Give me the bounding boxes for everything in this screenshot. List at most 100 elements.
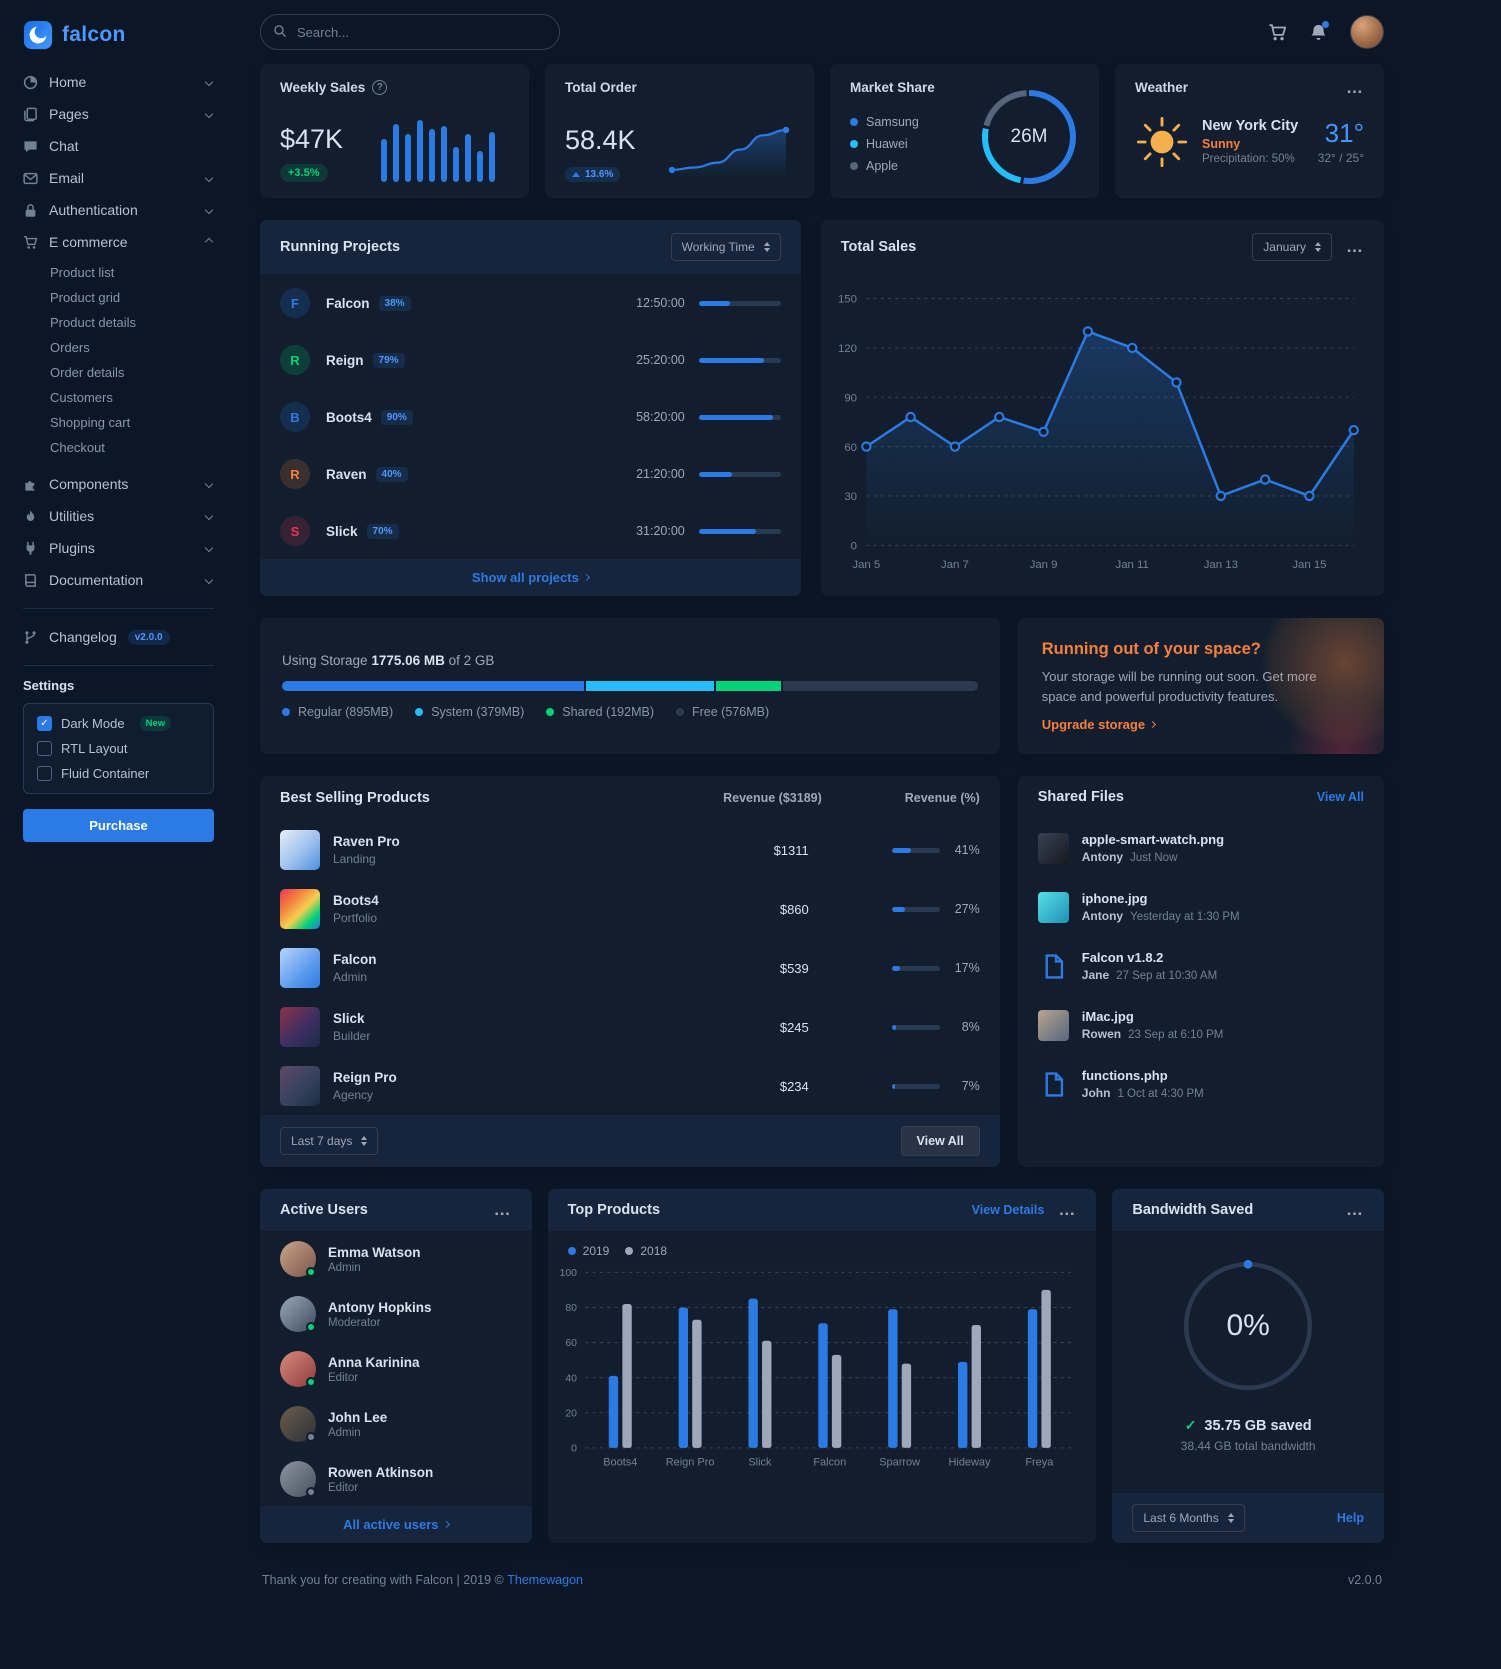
- help-icon[interactable]: ?: [372, 80, 388, 95]
- revenue-column-header: Revenue ($3189): [723, 791, 822, 805]
- best-selling-list: Raven Pro Landing $1311 41% Boots4 Portfolio $…: [260, 820, 1000, 1115]
- notifications-bell-icon[interactable]: [1309, 20, 1329, 42]
- avatar: [280, 1241, 316, 1277]
- sidebar-item-chat[interactable]: Chat: [23, 130, 214, 162]
- weekly-sales-title: Weekly Sales: [280, 80, 366, 95]
- all-active-users-link[interactable]: All active users: [343, 1517, 450, 1532]
- file-owner: Rowen: [1081, 1027, 1122, 1041]
- avatar: [280, 1351, 316, 1387]
- themewagon-link[interactable]: Themewagon: [507, 1573, 583, 1587]
- setting-fluid-container[interactable]: Fluid Container: [37, 766, 200, 781]
- brand-logo[interactable]: falcon: [23, 12, 214, 66]
- caret-up-icon: [572, 172, 580, 177]
- file-name[interactable]: iMac.jpg: [1081, 1009, 1134, 1024]
- search-input[interactable]: [260, 14, 560, 50]
- top-products-title: Top Products: [567, 1202, 661, 1218]
- sidebar-item-documentation[interactable]: Documentation: [23, 564, 214, 596]
- sidebar: falcon Home Pages Chat Email Authentication E…: [0, 0, 237, 872]
- sidebar-item-email[interactable]: Email: [23, 162, 214, 194]
- card-menu-icon[interactable]: …: [493, 1200, 512, 1219]
- user-name[interactable]: Rowen Atkinson: [328, 1464, 434, 1480]
- user-name[interactable]: Emma Watson: [328, 1244, 421, 1260]
- sidebar-subitem-checkout[interactable]: Checkout: [50, 440, 105, 455]
- purchase-button[interactable]: Purchase: [23, 809, 214, 842]
- sidebar-item-components[interactable]: Components: [23, 468, 214, 500]
- sidebar-subitem-customers[interactable]: Customers: [50, 390, 113, 405]
- file-name[interactable]: Falcon v1.8.2: [1081, 950, 1164, 965]
- weekly-sales-value: $47K: [280, 124, 344, 154]
- setting-dark-mode[interactable]: ✓ Dark Mode New: [37, 716, 200, 731]
- file-name[interactable]: apple-smart-watch.png: [1081, 832, 1225, 847]
- view-details-link[interactable]: View Details: [971, 1203, 1045, 1217]
- last-7-days-select[interactable]: Last 7 days: [280, 1127, 379, 1155]
- checkbox-dark-mode[interactable]: ✓: [37, 716, 52, 731]
- user-name[interactable]: John Lee: [328, 1409, 388, 1425]
- upgrade-storage-link[interactable]: Upgrade storage: [1042, 717, 1360, 732]
- chat-icon: [23, 139, 38, 154]
- setting-rtl-layout[interactable]: RTL Layout: [37, 741, 200, 756]
- storage-legend: Regular (895MB) System (379MB) Shared (192…: [282, 705, 978, 719]
- weather-card: Weather … New York City: [1115, 64, 1384, 198]
- file-owner: Jane: [1081, 968, 1110, 982]
- lock-icon: [23, 203, 38, 218]
- show-all-projects-link[interactable]: Show all projects: [472, 570, 590, 585]
- sidebar-item-changelog[interactable]: Changelog v2.0.0: [23, 621, 214, 653]
- user-role: Admin: [328, 1261, 361, 1274]
- file-name[interactable]: iphone.jpg: [1081, 891, 1148, 906]
- sidebar-subitem-order-details[interactable]: Order details: [50, 365, 125, 380]
- product-thumbnail: [280, 1007, 320, 1047]
- sidebar-subitem-product-list[interactable]: Product list: [50, 265, 115, 280]
- user-name[interactable]: Anna Karinina: [328, 1354, 420, 1370]
- search-box[interactable]: [260, 14, 560, 50]
- chevron-right-icon: [442, 1520, 450, 1529]
- sidebar-item-plugins[interactable]: Plugins: [23, 532, 214, 564]
- bottom-row: Active Users … Emma Watson Admin Antony Ho…: [260, 1189, 1384, 1543]
- sidebar-item-home[interactable]: Home: [23, 66, 214, 98]
- space-banner-title: Running out of your space?: [1041, 640, 1261, 658]
- svg-text:Jan 7: Jan 7: [941, 559, 969, 571]
- sidebar-subitem-product-details[interactable]: Product details: [50, 315, 136, 330]
- active-users-card: Active Users … Emma Watson Admin Antony Ho…: [260, 1189, 532, 1543]
- active-users-title: Active Users: [280, 1202, 368, 1218]
- sidebar-subitem-shopping-cart[interactable]: Shopping cart: [50, 415, 131, 430]
- file-name[interactable]: functions.php: [1081, 1068, 1168, 1083]
- product-thumbnail: [280, 830, 320, 870]
- storage-total: of 2 GB: [448, 653, 495, 668]
- sidebar-subitem-product-grid[interactable]: Product grid: [50, 290, 121, 305]
- month-select[interactable]: January: [1252, 233, 1332, 261]
- product-percent-bar: [891, 965, 940, 971]
- user-avatar[interactable]: [1350, 15, 1384, 49]
- last-6-months-select[interactable]: Last 6 Months: [1132, 1504, 1245, 1532]
- svg-text:80: 80: [565, 1303, 577, 1314]
- svg-text:100: 100: [559, 1268, 577, 1279]
- file-thumbnail: [1037, 891, 1069, 923]
- product-percent: 41%: [954, 843, 980, 857]
- card-menu-icon[interactable]: …: [1346, 237, 1364, 256]
- legend-item-2018[interactable]: 2018: [625, 1244, 667, 1258]
- sidebar-item-pages[interactable]: Pages: [23, 98, 214, 130]
- working-time-select[interactable]: Working Time: [670, 233, 781, 261]
- card-menu-icon[interactable]: …: [1058, 1200, 1077, 1219]
- legend-item-2019[interactable]: 2019: [567, 1244, 609, 1258]
- help-link[interactable]: Help: [1336, 1511, 1364, 1525]
- project-name: Falcon: [326, 295, 370, 311]
- svg-text:20: 20: [565, 1408, 577, 1419]
- legend-dot: [415, 708, 424, 716]
- card-menu-icon[interactable]: …: [1345, 1200, 1364, 1219]
- file-thumbnail: [1037, 1009, 1069, 1041]
- sidebar-item-utilities[interactable]: Utilities: [23, 500, 214, 532]
- card-menu-icon[interactable]: …: [1346, 77, 1364, 97]
- view-all-button[interactable]: View All: [900, 1126, 980, 1156]
- user-name[interactable]: Antony Hopkins: [328, 1299, 432, 1315]
- shared-files-view-all-link[interactable]: View All: [1316, 790, 1364, 804]
- sidebar-item-authentication[interactable]: Authentication: [23, 194, 214, 226]
- fire-icon: [23, 509, 38, 524]
- shopping-cart-icon[interactable]: [1268, 23, 1287, 42]
- project-percent-badge: 90%: [380, 409, 413, 425]
- sidebar-subitem-orders[interactable]: Orders: [50, 340, 90, 355]
- checkbox-rtl-layout[interactable]: [37, 741, 52, 756]
- checkbox-fluid-container[interactable]: [37, 766, 52, 781]
- product-percent: 27%: [954, 902, 980, 916]
- sidebar-item-e-commerce[interactable]: E commerce: [23, 226, 214, 258]
- status-dot: [306, 1432, 316, 1442]
